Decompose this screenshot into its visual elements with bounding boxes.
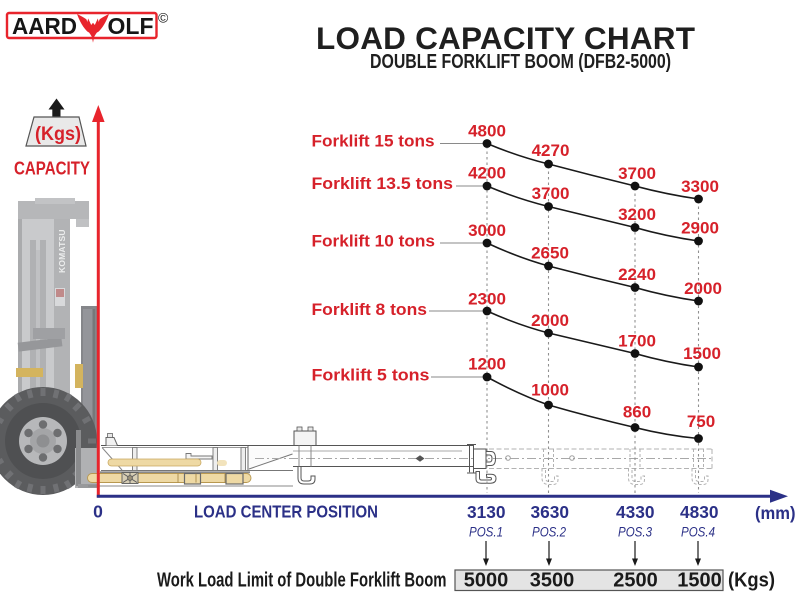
- svg-text:POS.4: POS.4: [681, 525, 715, 540]
- svg-text:Forklift 5 tons: Forklift 5 tons: [312, 366, 430, 385]
- svg-text:3700: 3700: [532, 184, 570, 203]
- svg-text:OLF: OLF: [108, 13, 154, 39]
- svg-text:2240: 2240: [618, 265, 656, 284]
- svg-text:POS.1: POS.1: [469, 525, 503, 540]
- svg-text:LOAD CAPACITY CHART: LOAD CAPACITY CHART: [316, 20, 695, 56]
- svg-text:Forklift 13.5 tons: Forklift 13.5 tons: [312, 174, 454, 193]
- svg-text:3000: 3000: [468, 221, 506, 240]
- svg-text:1700: 1700: [618, 332, 656, 351]
- svg-text:(Kgs): (Kgs): [35, 124, 81, 145]
- svg-text:2650: 2650: [531, 244, 569, 263]
- svg-text:LOAD CENTER POSITION: LOAD CENTER POSITION: [194, 502, 378, 522]
- svg-text:Forklift 15 tons: Forklift 15 tons: [312, 132, 435, 151]
- svg-text:4830: 4830: [680, 502, 719, 522]
- svg-text:1000: 1000: [531, 381, 569, 400]
- svg-text:(mm): (mm): [755, 503, 796, 523]
- svg-text:3630: 3630: [531, 502, 570, 522]
- svg-text:Forklift 8 tons: Forklift 8 tons: [312, 300, 428, 319]
- svg-text:4330: 4330: [616, 502, 655, 522]
- svg-text:Forklift 10 tons: Forklift 10 tons: [312, 231, 436, 250]
- svg-text:©: ©: [158, 10, 169, 26]
- svg-text:2000: 2000: [531, 311, 569, 330]
- svg-text:1500: 1500: [683, 344, 721, 363]
- svg-text:2300: 2300: [468, 290, 506, 309]
- svg-text:3700: 3700: [618, 164, 656, 183]
- svg-text:5000: 5000: [464, 570, 509, 592]
- svg-text:KOMATSU: KOMATSU: [57, 229, 67, 273]
- svg-text:Work Load Limit of Double Fork: Work Load Limit of Double Forklift Boom: [157, 570, 447, 592]
- svg-text:2000: 2000: [684, 279, 722, 298]
- svg-text:1200: 1200: [468, 355, 506, 374]
- svg-text:1500: 1500: [677, 570, 722, 592]
- svg-text:AARD: AARD: [12, 13, 77, 39]
- svg-text:(Kgs): (Kgs): [728, 570, 775, 592]
- svg-text:4200: 4200: [468, 164, 506, 183]
- svg-text:DOUBLE FORKLIFT BOOM (DFB2-500: DOUBLE FORKLIFT BOOM (DFB2-5000): [370, 51, 671, 73]
- svg-text:4800: 4800: [468, 121, 506, 140]
- svg-text:860: 860: [623, 403, 651, 422]
- svg-text:POS.3: POS.3: [618, 525, 652, 540]
- svg-text:3130: 3130: [467, 502, 506, 522]
- svg-text:0: 0: [93, 502, 103, 522]
- svg-text:CAPACITY: CAPACITY: [14, 158, 91, 179]
- svg-text:2500: 2500: [613, 570, 658, 592]
- svg-text:2900: 2900: [681, 219, 719, 238]
- svg-text:4270: 4270: [532, 141, 570, 160]
- svg-text:750: 750: [687, 412, 715, 431]
- svg-text:3500: 3500: [530, 570, 575, 592]
- svg-text:3200: 3200: [618, 205, 656, 224]
- svg-text:POS.2: POS.2: [532, 525, 566, 540]
- svg-text:3300: 3300: [681, 177, 719, 196]
